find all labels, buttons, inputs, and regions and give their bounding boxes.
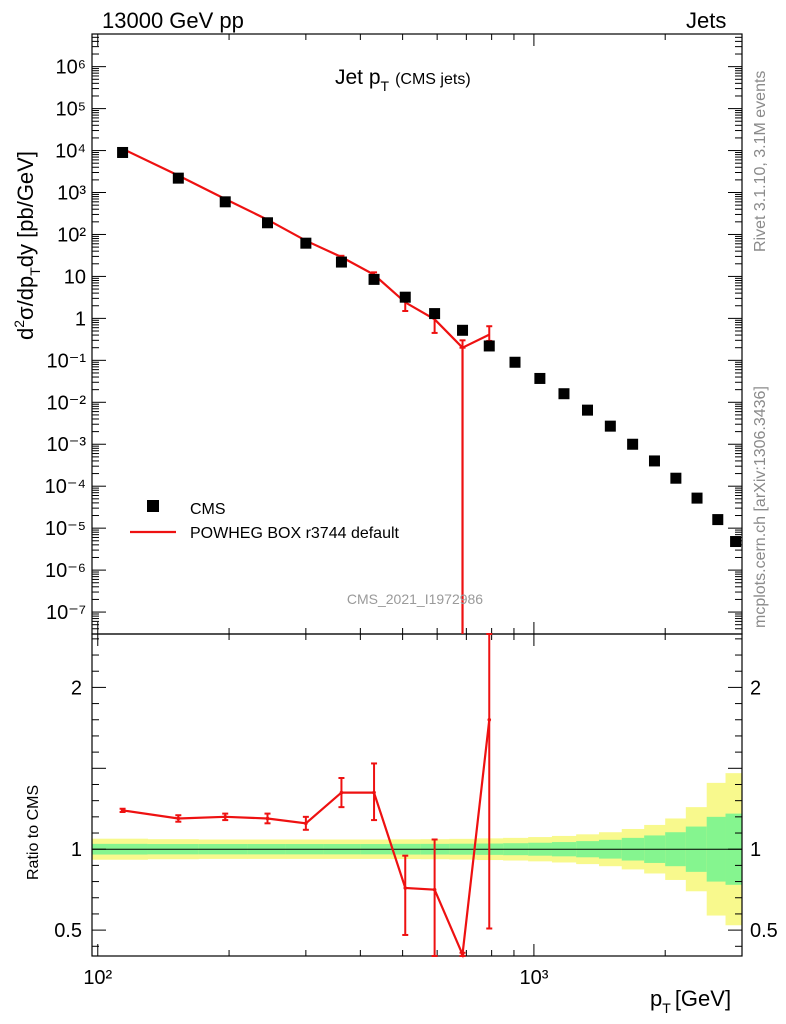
y-tick-label: 10⁶: [56, 57, 86, 79]
chart-title: Jet pT (CMS jets): [335, 66, 471, 94]
cms-data-point: [534, 372, 546, 384]
ratio-point: [223, 815, 228, 819]
ratio-y-tick-label: 1: [71, 839, 82, 861]
cms-data-point: [172, 172, 184, 184]
cms-data-point: [262, 217, 273, 229]
y-tick-label: 10⁻³: [47, 434, 87, 456]
ratio-point: [487, 717, 492, 722]
analysis-label: CMS_2021_I1972986: [347, 591, 483, 607]
cms-data-point: [509, 356, 521, 368]
y-tick-label: 10⁻⁷: [46, 602, 86, 624]
legend: CMS POWHEG BOX r3744 default: [130, 500, 400, 542]
cms-data-point: [219, 196, 231, 208]
legend-cms-label: CMS: [190, 501, 226, 518]
cms-data-point: [670, 472, 682, 484]
cms-data-point: [117, 146, 129, 158]
x-axis-label: pT [GeV]: [650, 986, 731, 1016]
header-process: Jets: [686, 8, 727, 33]
y-tick-label: 10⁻⁵: [45, 518, 86, 540]
ratio-point: [304, 821, 308, 826]
ratio-y-axis-label: Ratio to CMS: [25, 785, 42, 880]
ratio-y-tick-label-right: 1: [750, 839, 761, 861]
cms-data-point: [457, 324, 469, 336]
y-tick-label: 10⁻²: [47, 392, 87, 414]
ratio-point: [176, 816, 181, 821]
cms-data-point: [627, 438, 639, 450]
y-tick-label: 10: [64, 266, 86, 288]
top-panel-border: [91, 33, 743, 635]
x-tick-label: 10²: [83, 967, 112, 989]
legend-cms-marker: [147, 500, 159, 512]
ratio-panel-frame: 10² 10³ 0.5 0.5 1 1 2 2: [54, 633, 778, 989]
cms-data-point: [429, 308, 441, 320]
ratio-point: [339, 790, 344, 795]
cms-data-point: [730, 536, 742, 548]
y-tick-label: 10⁻⁶: [45, 560, 86, 582]
y-tick-label: 10⁵: [55, 99, 86, 121]
y-tick-label: 10³: [57, 183, 86, 205]
cms-data-point: [604, 420, 616, 432]
ratio-point: [372, 790, 376, 795]
ratio-point: [432, 887, 437, 892]
ratio-point: [120, 808, 125, 813]
cms-data-point: [691, 492, 703, 504]
header-energy: 13000 GeV pp: [102, 8, 244, 33]
mcplots-label: mcplots.cern.ch [arXiv:1306.3436]: [752, 386, 769, 628]
chart-title-note: (CMS jets): [395, 71, 471, 88]
chart-title-sub: T: [381, 78, 390, 94]
ratio-point: [460, 952, 465, 957]
chart-title-main: Jet p: [335, 66, 381, 89]
x-tick-label: 10³: [519, 967, 548, 989]
top-panel-frame: 10⁻⁷ 10⁻⁶ 10⁻⁵ 10⁻⁴ 10⁻³ 10⁻² 10⁻¹ 1 10 10² 10³ 10⁴…: [45, 33, 743, 646]
cms-data-point: [581, 404, 593, 416]
legend-mc-label: POWHEG BOX r3744 default: [190, 525, 400, 542]
ratio-y-tick-label: 0.5: [54, 920, 82, 942]
rivet-label: Rivet 3.1.10, 3.1M events: [752, 70, 769, 252]
ratio-panel-border: [91, 633, 743, 957]
ratio-point: [265, 816, 270, 821]
cms-data-point: [558, 388, 570, 400]
top-panel-series: [117, 146, 742, 634]
y-tick-label: 10²: [57, 224, 86, 246]
ratio-y-tick-label-right: 0.5: [750, 920, 778, 942]
ratio-point: [403, 886, 408, 890]
cms-data-point: [399, 291, 411, 303]
y-tick-label: 1: [75, 308, 86, 330]
cms-data-point: [368, 273, 380, 285]
top-y-axis-label: d2σ/dpTdy [pb/GeV]: [11, 151, 43, 340]
cms-data-point: [483, 340, 495, 352]
y-tick-label: 10⁻⁴: [45, 476, 86, 498]
ratio-panel-series: [119, 633, 493, 959]
y-tick-label: 10⁴: [55, 141, 86, 163]
cms-data-point: [712, 514, 724, 526]
ratio-y-tick-label: 2: [71, 677, 82, 699]
cms-data-point: [648, 455, 660, 467]
y-tick-label: 10⁻¹: [47, 350, 87, 372]
ratio-y-tick-label-right: 2: [750, 677, 761, 699]
cms-data-point: [335, 256, 347, 268]
cms-data-point: [300, 237, 312, 249]
